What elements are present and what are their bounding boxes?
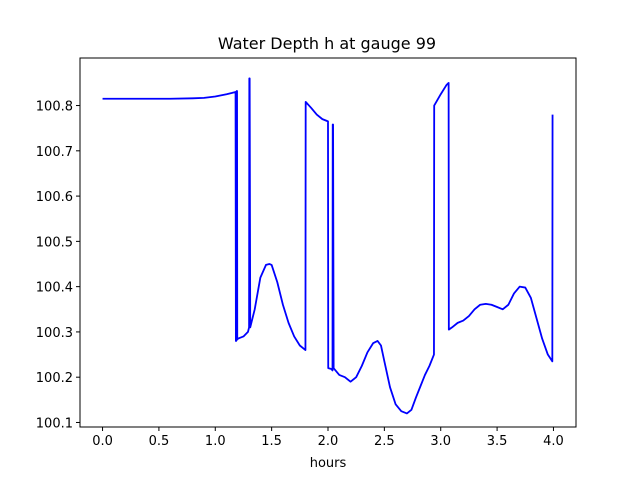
y-tick-label: 100.5	[36, 235, 73, 250]
x-tick-label: 3.5	[487, 434, 508, 449]
y-tick-label: 100.1	[36, 416, 73, 431]
x-axis-ticks: 0.0 0.5 1.0 1.5 2.0 2.5 3.0 3.5 4.0	[92, 427, 564, 449]
axes-frame	[79, 57, 577, 428]
plot-area	[102, 77, 554, 415]
y-tick-label: 100.3	[36, 326, 73, 341]
y-tick-label: 100.6	[36, 190, 73, 205]
x-tick-label: 3.0	[430, 434, 451, 449]
y-axis-ticks: 100.1 100.2 100.3 100.4 100.5 100.6 100.7 100.8	[36, 100, 80, 431]
series-line-0	[102, 77, 554, 415]
x-tick-label: 1.5	[261, 434, 282, 449]
x-axis-label: hours	[310, 456, 347, 471]
x-tick-label: 2.5	[374, 434, 395, 449]
y-tick-label: 100.2	[36, 371, 73, 386]
y-tick-label: 100.7	[36, 145, 73, 160]
x-tick-label: 4.0	[543, 434, 564, 449]
x-tick-label: 0.5	[149, 434, 170, 449]
x-tick-label: 1.0	[205, 434, 226, 449]
y-tick-label: 100.4	[36, 281, 73, 296]
x-tick-label: 2.0	[318, 434, 339, 449]
x-tick-label: 0.0	[92, 434, 113, 449]
y-tick-label: 100.8	[36, 100, 73, 115]
chart-title: Water Depth h at gauge 99	[218, 34, 436, 53]
